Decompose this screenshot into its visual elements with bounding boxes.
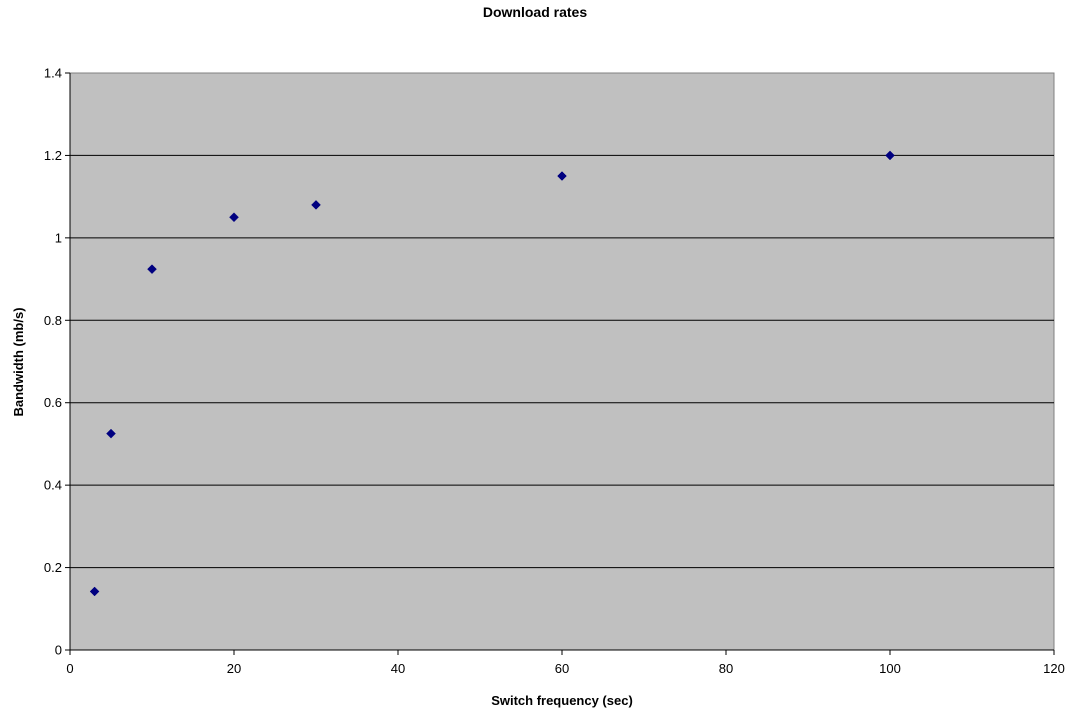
data-point bbox=[89, 586, 100, 597]
y-axis-label: Bandwidth (mb/s) bbox=[11, 307, 26, 416]
data-points bbox=[89, 150, 895, 597]
y-tick-label: 0.8 bbox=[44, 313, 62, 328]
x-tick-label: 120 bbox=[1043, 661, 1065, 676]
x-tick-label: 60 bbox=[555, 661, 569, 676]
gridlines bbox=[70, 154, 1054, 569]
data-point bbox=[229, 212, 239, 223]
x-axis-label: Switch frequency (sec) bbox=[491, 693, 633, 708]
y-tick-label: 1.2 bbox=[44, 148, 62, 163]
data-point bbox=[557, 171, 567, 181]
y-axis-ticks: 0 0.2 0.4 0.6 0.8 1 1.2 1.4 bbox=[44, 66, 70, 658]
x-tick-label: 80 bbox=[719, 661, 733, 676]
y-tick-label: 0 bbox=[55, 643, 62, 658]
data-point bbox=[311, 200, 321, 210]
y-tick-label: 0.4 bbox=[44, 478, 62, 493]
x-tick-label: 100 bbox=[879, 661, 901, 676]
y-tick-label: 1 bbox=[55, 230, 62, 245]
plot-area bbox=[69, 72, 1055, 651]
y-tick-label: 0.6 bbox=[44, 395, 62, 410]
data-point bbox=[106, 428, 116, 439]
y-tick-label: 1.4 bbox=[44, 66, 62, 81]
data-point bbox=[147, 264, 157, 275]
x-tick-label: 40 bbox=[391, 661, 405, 676]
y-tick-label: 0.2 bbox=[44, 560, 62, 575]
x-tick-label: 20 bbox=[227, 661, 241, 676]
x-axis-ticks: 0 20 40 60 80 100 120 bbox=[66, 650, 1065, 676]
data-point bbox=[885, 150, 895, 161]
x-tick-label: 0 bbox=[66, 661, 73, 676]
chart-title: Download rates bbox=[483, 4, 587, 20]
